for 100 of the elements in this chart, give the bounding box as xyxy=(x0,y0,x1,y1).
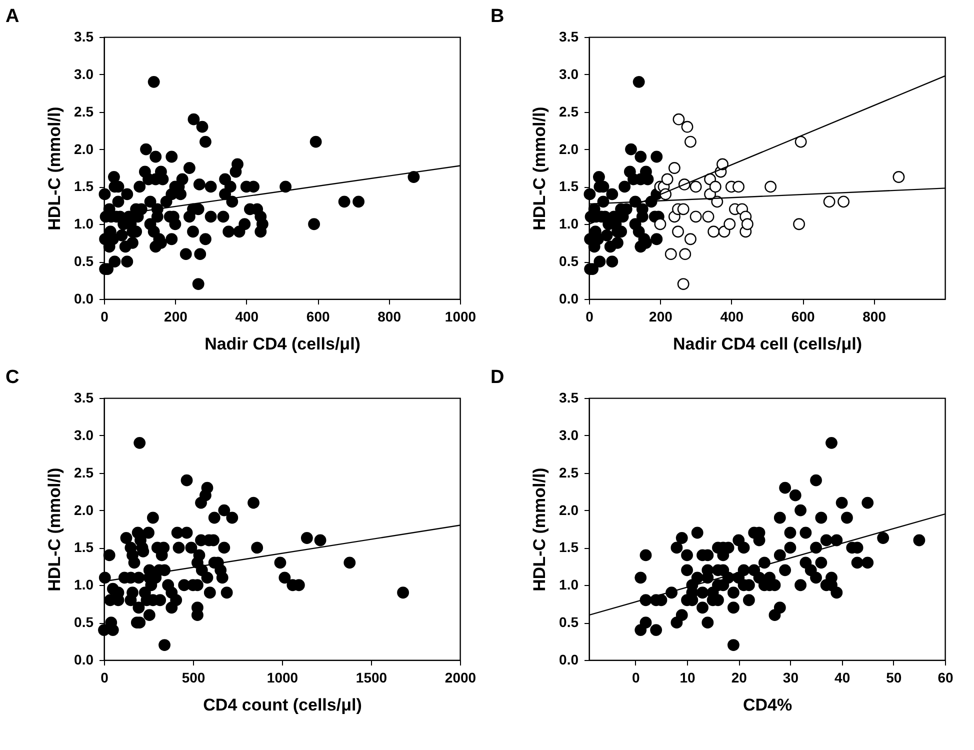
chart-title: A xyxy=(6,6,20,27)
x-tick-label: 0 xyxy=(632,670,640,686)
y-tick-label: 3.5 xyxy=(559,390,579,406)
x-tick-label: 0 xyxy=(100,670,109,686)
x-tick-label: 1000 xyxy=(444,308,476,324)
y-tick-label: 1.0 xyxy=(559,576,579,593)
y-tick-label: 0.5 xyxy=(74,614,94,630)
point xyxy=(793,218,805,230)
point xyxy=(677,203,690,216)
x-tick-label: 400 xyxy=(235,308,259,324)
x-tick-label: 400 xyxy=(720,308,744,324)
x-tick-label: 200 xyxy=(164,308,188,324)
y-tick-label: 2.0 xyxy=(559,140,579,157)
x-tick-label: 50 xyxy=(886,670,902,686)
y-tick-label: 2.5 xyxy=(559,103,579,120)
point xyxy=(708,226,720,238)
point xyxy=(612,236,624,249)
y-tick-label: 3.5 xyxy=(74,28,94,44)
x-tick-label: 500 xyxy=(182,670,206,686)
point xyxy=(634,150,647,163)
x-axis-title: CD4% xyxy=(742,696,792,714)
point xyxy=(732,180,744,193)
y-tick-label: 3.5 xyxy=(74,390,94,406)
point xyxy=(672,226,684,238)
point xyxy=(892,171,905,183)
point xyxy=(764,180,777,193)
point xyxy=(661,173,674,186)
x-tick-label: 30 xyxy=(782,670,799,686)
x-axis-title: CD4 count (cells/μl) xyxy=(203,696,362,714)
point xyxy=(584,188,596,200)
point xyxy=(672,113,685,126)
x-tick-label: 40 xyxy=(834,670,850,686)
point xyxy=(823,196,836,208)
x-tick-label: 1000 xyxy=(266,670,298,686)
y-tick-label: 2.5 xyxy=(74,103,94,120)
y-tick-label: 3.5 xyxy=(559,28,579,44)
chart-title: C xyxy=(6,367,20,388)
y-tick-label: 1.0 xyxy=(74,216,94,232)
x-tick-label: 60 xyxy=(938,670,954,686)
point xyxy=(716,158,728,170)
point xyxy=(741,218,754,230)
y-tick-label: 2.5 xyxy=(74,464,94,480)
y-axis-title: HDL-C (mmol/l) xyxy=(530,106,550,230)
y-tick-label: 1.5 xyxy=(559,539,579,556)
point xyxy=(684,233,696,246)
point xyxy=(654,218,666,230)
y-tick-label: 1.5 xyxy=(74,539,94,556)
x-tick-label: 20 xyxy=(731,670,748,686)
point xyxy=(679,248,692,260)
point xyxy=(794,136,807,148)
point xyxy=(677,278,690,290)
y-tick-label: 3.0 xyxy=(559,66,579,82)
x-tick-label: 2000 xyxy=(444,670,476,686)
x-tick-label: 600 xyxy=(791,308,815,324)
y-tick-label: 0.5 xyxy=(559,614,579,630)
y-tick-label: 0.0 xyxy=(74,290,94,306)
y-tick-label: 2.0 xyxy=(559,502,579,518)
point xyxy=(690,180,702,193)
y-tick-label: 1.5 xyxy=(559,178,579,194)
x-tick-label: 800 xyxy=(378,308,402,324)
y-tick-label: 2.0 xyxy=(74,140,94,157)
y-axis-title: HDL-C (mmol/l) xyxy=(530,468,550,592)
x-axis-title: Nadir CD4 cell (cells/μl) xyxy=(673,334,862,354)
chart-title: B xyxy=(490,6,504,27)
point xyxy=(838,196,850,208)
point xyxy=(681,120,694,133)
x-tick-label: 0 xyxy=(586,308,594,324)
y-tick-label: 1.5 xyxy=(74,178,94,194)
y-tick-label: 0.0 xyxy=(74,652,94,668)
x-tick-label: 800 xyxy=(862,308,886,324)
y-tick-label: 3.0 xyxy=(74,66,94,82)
x-tick-label: 10 xyxy=(680,670,696,686)
y-tick-label: 2.0 xyxy=(74,502,94,518)
y-tick-label: 0.0 xyxy=(559,652,579,668)
point xyxy=(625,143,637,156)
point xyxy=(664,248,677,260)
y-tick-label: 0.0 xyxy=(559,290,579,306)
y-tick-label: 3.0 xyxy=(74,426,94,443)
y-axis-title: HDL-C (mmol/l) xyxy=(45,468,64,592)
y-tick-label: 0.5 xyxy=(559,253,579,270)
point xyxy=(702,210,714,223)
x-tick-label: 1500 xyxy=(356,670,388,686)
point xyxy=(668,162,680,174)
x-tick-label: 0 xyxy=(100,308,109,324)
y-tick-label: 1.0 xyxy=(559,216,579,232)
point xyxy=(618,180,631,193)
x-tick-label: 200 xyxy=(649,308,673,324)
y-tick-label: 1.0 xyxy=(74,576,94,593)
y-tick-label: 2.5 xyxy=(559,464,579,480)
y-tick-label: 0.5 xyxy=(74,253,94,270)
point xyxy=(690,210,702,223)
point xyxy=(606,188,618,200)
point xyxy=(593,171,605,183)
point xyxy=(650,233,663,246)
point xyxy=(632,76,645,88)
point xyxy=(684,136,696,148)
x-axis-title: Nadir CD4 (cells/μl) xyxy=(204,334,360,354)
point xyxy=(724,218,736,230)
point xyxy=(650,150,663,163)
y-axis-title: HDL-C (mmol/l) xyxy=(45,106,64,230)
